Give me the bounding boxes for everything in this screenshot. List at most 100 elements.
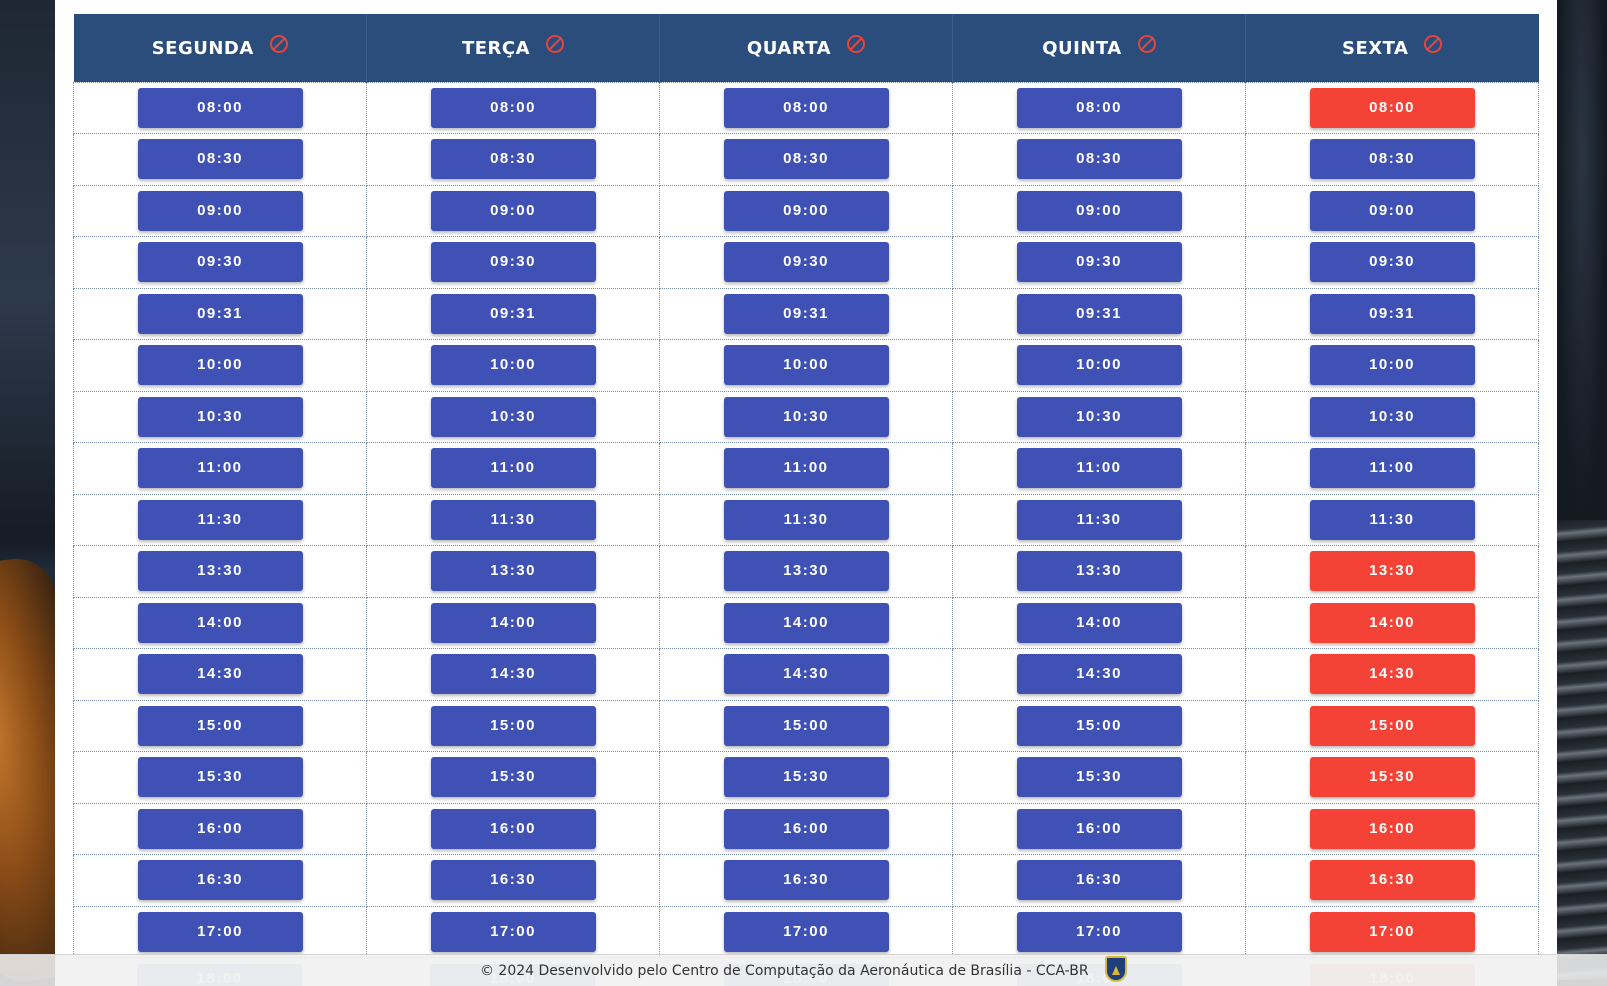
block-icon[interactable] bbox=[269, 35, 288, 53]
slot-cell: 09:30 bbox=[1245, 236, 1539, 289]
time-slot-button-quarta[interactable]: 15:30 bbox=[723, 757, 889, 798]
time-slot-button-quinta[interactable]: 09:30 bbox=[1016, 242, 1182, 283]
time-slot-button-terca[interactable]: 17:00 bbox=[430, 911, 596, 952]
time-slot-button-terca[interactable]: 11:30 bbox=[430, 499, 596, 540]
time-slot-button-quinta[interactable]: 08:00 bbox=[1016, 87, 1182, 128]
time-slot-button-segunda[interactable]: 13:30 bbox=[137, 551, 303, 592]
time-slot-button-segunda[interactable]: 16:00 bbox=[137, 808, 303, 849]
time-slot-button-sexta[interactable]: 17:00 bbox=[1309, 911, 1475, 952]
time-slot-button-sexta[interactable]: 09:00 bbox=[1309, 190, 1475, 231]
time-slot-button-segunda[interactable]: 15:00 bbox=[137, 705, 303, 746]
slot-cell: 16:30 bbox=[1245, 854, 1539, 907]
time-slot-button-quinta[interactable]: 15:30 bbox=[1016, 757, 1182, 798]
time-slot-button-sexta[interactable]: 09:30 bbox=[1309, 242, 1475, 283]
time-slot-button-sexta[interactable]: 14:30 bbox=[1309, 654, 1475, 695]
time-slot-button-terca[interactable]: 09:30 bbox=[430, 242, 596, 283]
time-slot-button-quinta[interactable]: 15:00 bbox=[1016, 705, 1182, 746]
block-icon[interactable] bbox=[1137, 35, 1156, 53]
time-slot-button-terca[interactable]: 16:00 bbox=[430, 808, 596, 849]
time-slot-button-quinta[interactable]: 14:30 bbox=[1016, 654, 1182, 695]
time-slot-button-quarta[interactable]: 09:00 bbox=[723, 190, 889, 231]
time-slot-button-quarta[interactable]: 16:00 bbox=[723, 808, 889, 849]
time-slot-button-quarta[interactable]: 13:30 bbox=[723, 551, 889, 592]
time-slot-button-quarta[interactable]: 09:30 bbox=[723, 242, 889, 283]
time-slot-button-terca[interactable]: 15:00 bbox=[430, 705, 596, 746]
time-slot-button-quarta[interactable]: 14:30 bbox=[723, 654, 889, 695]
time-slot-button-quinta[interactable]: 10:00 bbox=[1016, 345, 1182, 386]
time-slot-button-quarta[interactable]: 10:30 bbox=[723, 396, 889, 437]
slot-cell: 10:00 bbox=[659, 339, 953, 392]
time-slot-button-quarta[interactable]: 08:30 bbox=[723, 139, 889, 180]
time-slot-button-terca[interactable]: 10:00 bbox=[430, 345, 596, 386]
time-slot-button-quarta[interactable]: 16:30 bbox=[723, 860, 889, 901]
day-header-quarta: QUARTA bbox=[659, 14, 953, 82]
slot-cell: 09:30 bbox=[366, 236, 660, 289]
time-slot-button-quinta[interactable]: 10:30 bbox=[1016, 396, 1182, 437]
time-slot-button-segunda[interactable]: 15:30 bbox=[137, 757, 303, 798]
time-slot-button-quarta[interactable]: 11:30 bbox=[723, 499, 889, 540]
time-slot-button-terca[interactable]: 08:00 bbox=[430, 87, 596, 128]
time-slot-button-terca[interactable]: 11:00 bbox=[430, 448, 596, 489]
time-slot-button-segunda[interactable]: 11:30 bbox=[137, 499, 303, 540]
block-icon[interactable] bbox=[546, 35, 565, 53]
time-slot-button-terca[interactable]: 15:30 bbox=[430, 757, 596, 798]
time-slot-button-terca[interactable]: 14:30 bbox=[430, 654, 596, 695]
time-slot-button-quinta[interactable]: 17:00 bbox=[1016, 911, 1182, 952]
time-slot-button-segunda[interactable]: 09:00 bbox=[137, 190, 303, 231]
time-slot-button-terca[interactable]: 08:30 bbox=[430, 139, 596, 180]
time-slot-button-sexta[interactable]: 08:30 bbox=[1309, 139, 1475, 180]
time-slot-button-segunda[interactable]: 10:30 bbox=[137, 396, 303, 437]
time-slot-button-sexta[interactable]: 11:00 bbox=[1309, 448, 1475, 489]
time-slot-button-segunda[interactable]: 11:00 bbox=[137, 448, 303, 489]
time-slot-button-segunda[interactable]: 14:30 bbox=[137, 654, 303, 695]
block-icon[interactable] bbox=[847, 35, 866, 53]
time-slot-button-segunda[interactable]: 10:00 bbox=[137, 345, 303, 386]
time-slot-button-quinta[interactable]: 09:31 bbox=[1016, 293, 1182, 334]
time-slot-button-sexta[interactable]: 15:30 bbox=[1309, 757, 1475, 798]
time-slot-button-quinta[interactable]: 11:30 bbox=[1016, 499, 1182, 540]
time-slot-button-sexta[interactable]: 08:00 bbox=[1309, 87, 1475, 128]
time-slot-button-sexta[interactable]: 13:30 bbox=[1309, 551, 1475, 592]
time-slot-button-quarta[interactable]: 17:00 bbox=[723, 911, 889, 952]
time-slot-button-quinta[interactable]: 13:30 bbox=[1016, 551, 1182, 592]
time-slot-button-quarta[interactable]: 09:31 bbox=[723, 293, 889, 334]
time-slot-button-segunda[interactable]: 08:30 bbox=[137, 139, 303, 180]
time-slot-button-quinta[interactable]: 09:00 bbox=[1016, 190, 1182, 231]
block-icon[interactable] bbox=[1424, 35, 1443, 53]
day-header-segunda: SEGUNDA bbox=[73, 14, 367, 82]
time-slot-button-quarta[interactable]: 14:00 bbox=[723, 602, 889, 643]
slot-cell: 14:00 bbox=[659, 596, 953, 649]
time-slot-button-quinta[interactable]: 16:30 bbox=[1016, 860, 1182, 901]
time-slot-button-quinta[interactable]: 11:00 bbox=[1016, 448, 1182, 489]
time-slot-button-quarta[interactable]: 15:00 bbox=[723, 705, 889, 746]
time-slot-button-terca[interactable]: 10:30 bbox=[430, 396, 596, 437]
time-slot-button-quinta[interactable]: 16:00 bbox=[1016, 808, 1182, 849]
time-slot-button-sexta[interactable]: 14:00 bbox=[1309, 602, 1475, 643]
footer: © 2024 Desenvolvido pelo Centro de Compu… bbox=[0, 954, 1607, 986]
time-slot-button-segunda[interactable]: 08:00 bbox=[137, 87, 303, 128]
time-slot-button-sexta[interactable]: 10:00 bbox=[1309, 345, 1475, 386]
time-slot-button-terca[interactable]: 14:00 bbox=[430, 602, 596, 643]
time-slot-button-sexta[interactable]: 16:30 bbox=[1309, 860, 1475, 901]
time-slot-button-segunda[interactable]: 16:30 bbox=[137, 860, 303, 901]
time-slot-button-quinta[interactable]: 14:00 bbox=[1016, 602, 1182, 643]
time-slot-button-terca[interactable]: 13:30 bbox=[430, 551, 596, 592]
time-slot-button-segunda[interactable]: 09:30 bbox=[137, 242, 303, 283]
time-row: 14:30 14:30 14:30 14:30 14:30 bbox=[73, 648, 1539, 701]
time-slot-button-segunda[interactable]: 17:00 bbox=[137, 911, 303, 952]
time-slot-button-quarta[interactable]: 11:00 bbox=[723, 448, 889, 489]
time-slot-button-sexta[interactable]: 10:30 bbox=[1309, 396, 1475, 437]
time-slot-button-sexta[interactable]: 15:00 bbox=[1309, 705, 1475, 746]
time-slot-button-terca[interactable]: 09:31 bbox=[430, 293, 596, 334]
time-slot-button-quarta[interactable]: 08:00 bbox=[723, 87, 889, 128]
time-slot-button-sexta[interactable]: 16:00 bbox=[1309, 808, 1475, 849]
time-slot-button-segunda[interactable]: 14:00 bbox=[137, 602, 303, 643]
time-slot-button-quarta[interactable]: 10:00 bbox=[723, 345, 889, 386]
time-slot-button-terca[interactable]: 09:00 bbox=[430, 190, 596, 231]
time-slot-button-sexta[interactable]: 11:30 bbox=[1309, 499, 1475, 540]
time-slot-button-quinta[interactable]: 08:30 bbox=[1016, 139, 1182, 180]
time-slot-button-sexta[interactable]: 09:31 bbox=[1309, 293, 1475, 334]
time-slot-button-segunda[interactable]: 09:31 bbox=[137, 293, 303, 334]
slot-cell: 09:30 bbox=[952, 236, 1246, 289]
time-slot-button-terca[interactable]: 16:30 bbox=[430, 860, 596, 901]
